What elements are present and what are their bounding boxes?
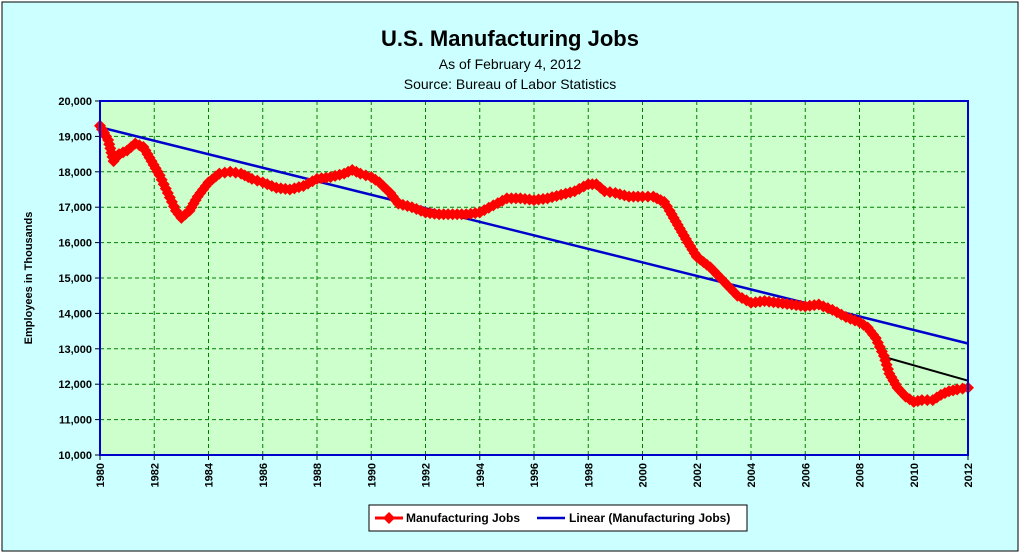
legend-marker-manufacturing-jobs [383, 512, 395, 524]
x-tick-label: 1994 [475, 462, 487, 487]
chart-title: U.S. Manufacturing Jobs [381, 26, 639, 51]
chart-subtitle-source: Source: Bureau of Labor Statistics [404, 76, 616, 92]
x-tick-label: 2002 [692, 463, 704, 487]
y-tick-label: 15,000 [58, 273, 92, 285]
x-tick-label: 1996 [529, 463, 541, 487]
y-axis-label: Employees in Thousands [23, 212, 35, 345]
annotation-recession-trend-line [886, 356, 969, 382]
y-tick-label: 13,000 [58, 344, 92, 356]
y-tick-label: 17,000 [58, 202, 92, 214]
y-tick-label: 14,000 [58, 308, 92, 320]
x-tick-label: 1992 [421, 463, 433, 487]
y-tick-label: 10,000 [58, 450, 92, 462]
series-points-manufacturing-jobs [94, 119, 974, 408]
x-tick-label: 2000 [638, 463, 650, 487]
x-tick-label: 2010 [909, 463, 921, 487]
x-tick-label: 1984 [204, 462, 216, 487]
x-tick-label: 2006 [800, 463, 812, 487]
y-tick-label: 11,000 [59, 415, 92, 427]
legend-label-linear-trend: Linear (Manufacturing Jobs) [569, 511, 730, 525]
x-tick-label: 1988 [312, 463, 324, 487]
y-tick-label: 19,000 [58, 131, 92, 143]
y-tick-label: 18,000 [58, 167, 92, 179]
x-tick-label: 2008 [855, 463, 867, 487]
x-tick-label: 2004 [746, 462, 758, 487]
chart-subtitle-date: As of February 4, 2012 [439, 56, 582, 72]
plot-border [99, 100, 969, 456]
x-tick-label: 1982 [149, 463, 161, 487]
x-tick-label: 2012 [963, 463, 975, 487]
legend: Manufacturing Jobs Linear (Manufacturing… [368, 504, 748, 532]
x-tick-label: 1986 [258, 463, 270, 487]
y-tick-label: 12,000 [58, 379, 92, 391]
axes: 10,000 11,000 12,000 13,000 14,000 15,000 16,0… [58, 96, 975, 487]
x-tick-label: 1998 [583, 463, 595, 487]
series-layer [94, 119, 974, 408]
y-tick-label: 16,000 [58, 238, 92, 250]
x-tick-label: 1980 [95, 463, 107, 487]
y-tick-label: 20,000 [58, 96, 92, 108]
x-tick-label: 1990 [366, 463, 378, 487]
legend-label-manufacturing-jobs: Manufacturing Jobs [406, 511, 520, 525]
